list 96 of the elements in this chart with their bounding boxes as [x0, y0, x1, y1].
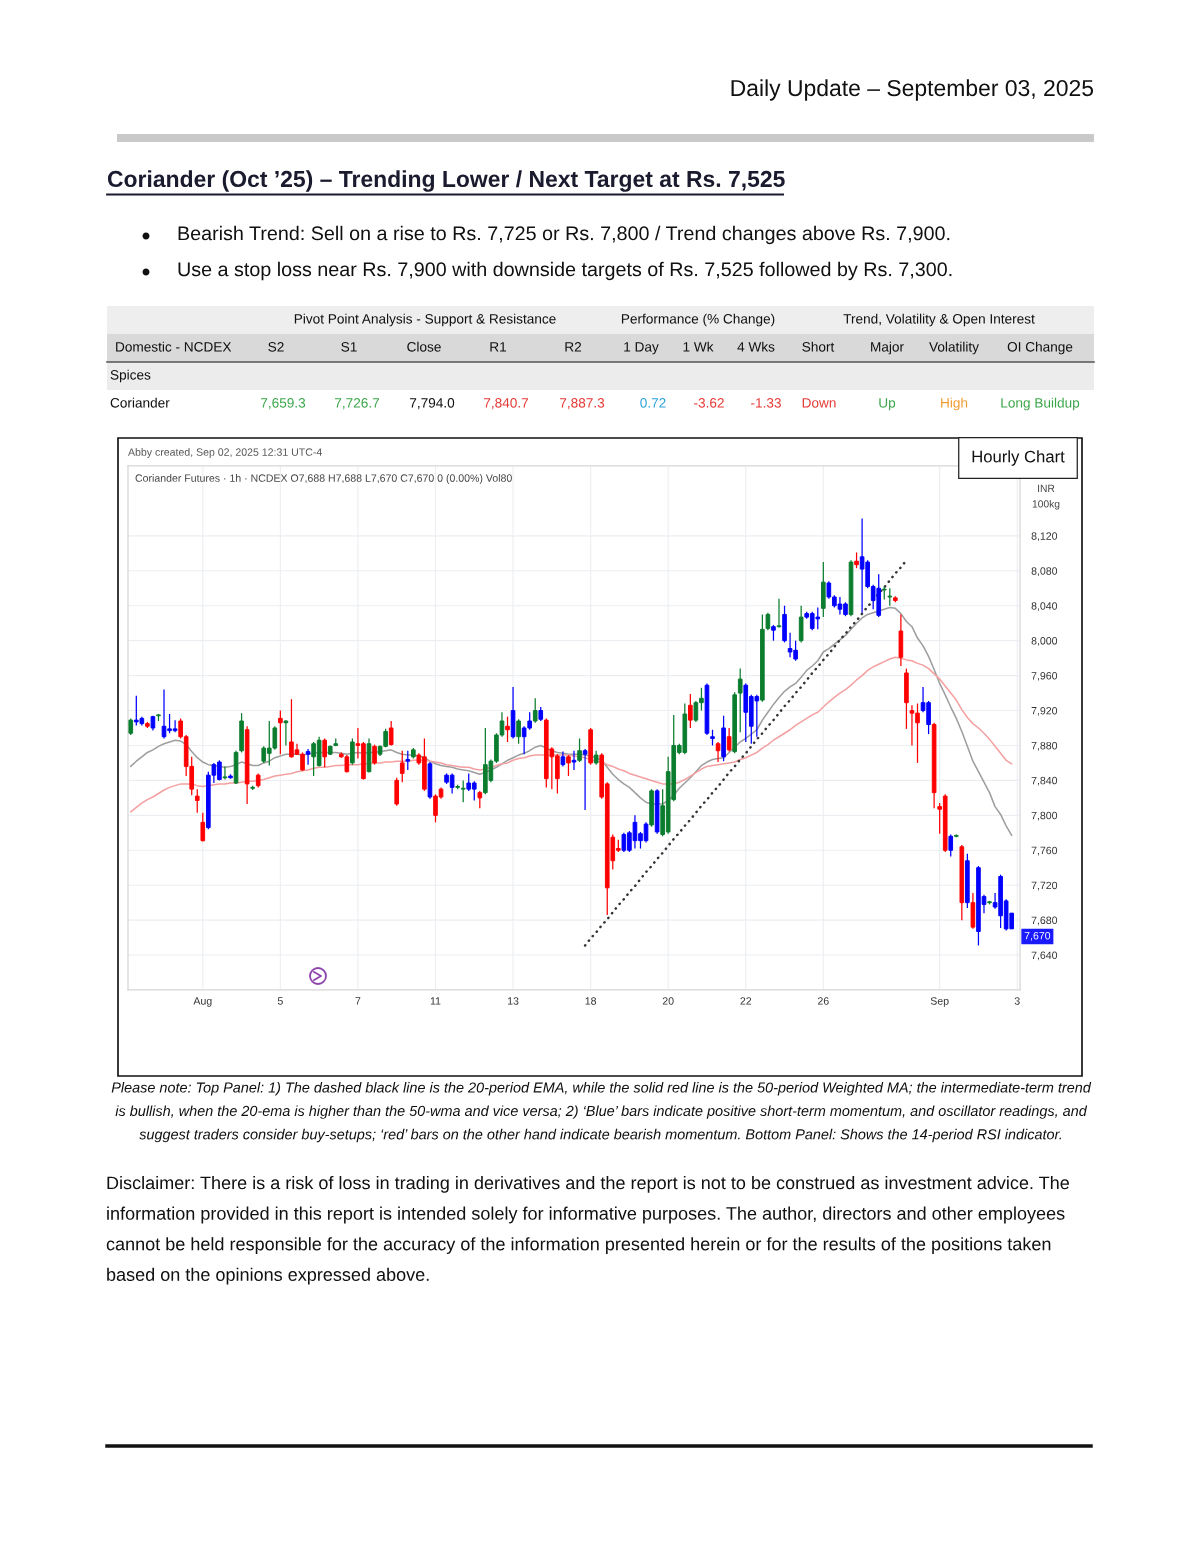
y-tick-label: 7,880 [1031, 741, 1058, 751]
text: -3.62 [694, 398, 724, 408]
text: 7,670 [1024, 931, 1051, 941]
category-label: 1 Day [624, 342, 659, 355]
candlestick [222, 765, 228, 781]
category-label: R1 [490, 342, 507, 352]
candlestick [737, 667, 743, 733]
candlestick [516, 718, 521, 745]
text: 7,659.3 [260, 398, 306, 410]
candlestick [350, 737, 355, 766]
text: Coriander Futures · 1h · NCDEX O7,688 H7,688 L7,670 C7,670 0 (0.00%) Vol80 [135, 474, 512, 484]
x-tick-label: 11 [430, 997, 441, 1005]
candlestick [566, 754, 571, 777]
text: High [941, 397, 968, 411]
text: 7,887.3 [559, 398, 605, 410]
x-tick-label: 20 [662, 997, 674, 1005]
candlestick [460, 779, 466, 803]
x-tick-label: 3 [1014, 997, 1020, 1005]
candlestick [571, 750, 577, 771]
candlestick [726, 727, 732, 753]
y-tick-label: 7,680 [1031, 916, 1058, 926]
candlestick [372, 743, 377, 766]
category-label: Close [407, 341, 441, 352]
text: Bearish Trend: Sell on a rise to Rs. 7,725 or Rs. 7,800 / Trend changes above Rs. 7,900. [178, 225, 950, 245]
candlestick [582, 748, 588, 811]
category-label: 1 Wk [683, 341, 714, 352]
text: 7,726.7 [334, 398, 380, 410]
text: Trend, Volatility & Open Interest [843, 313, 1035, 327]
text: Please note: Top Panel: 1) The dashed black line is the 20-period EMA, while the solid red line is the 50-period Weighted MA; the intermediate-term trend is bullish, when the 20-ema is higher than the 50-wma and vice versa; 2) ‘Blue’ bars indicate positive short-term momentum, and oscillator readings, and suggest traders consider buy-setups; ‘red’ bars on the other hand indicate bearish momentum. Bottom Panel: Shows the 14-period RSI indicator. [111, 1082, 1092, 1143]
y-tick-label: 7,640 [1031, 951, 1058, 961]
line-series [130, 606, 1013, 837]
text: Daily Update – September 03, 2025 [731, 79, 1094, 101]
category-label: S2 [268, 342, 284, 352]
candlestick [405, 750, 411, 771]
text: Coriander [110, 397, 170, 408]
text: 0.72 [640, 398, 666, 408]
category-label: Short [802, 341, 835, 352]
text: Long Buildup [1001, 397, 1080, 411]
chart-title: Hourly Chart [972, 450, 1065, 466]
candlestick [505, 716, 510, 743]
candlestick [776, 598, 782, 629]
y-tick-label: 7,840 [1031, 776, 1058, 786]
candlestick [305, 748, 311, 766]
candlestick [322, 737, 327, 768]
x-tick-label: 22 [740, 997, 752, 1005]
y-tick-label: 8,000 [1031, 637, 1058, 646]
candlestick [283, 719, 289, 747]
candlestick [388, 720, 394, 747]
category-label: OI Change [1007, 341, 1073, 355]
category-label: Domestic - NCDEX [116, 341, 232, 352]
text: 7,840.7 [483, 398, 529, 410]
candlestick [688, 693, 693, 729]
x-tick-label: 18 [585, 997, 597, 1005]
category-label: S1 [341, 342, 357, 352]
y-tick-label: 8,040 [1031, 602, 1058, 611]
candlestick [399, 750, 405, 783]
text: Coriander (Oct ’25) – Trending Lower / Next Target at Rs. 7,525 [107, 170, 785, 192]
category-label: 4 Wks [737, 341, 775, 352]
x-tick-label: 13 [507, 997, 519, 1005]
candlestick [948, 833, 954, 858]
text: -1.33 [751, 398, 781, 408]
y-tick-label: 7,800 [1031, 811, 1058, 821]
line-series [583, 559, 908, 947]
text: Down [802, 398, 836, 408]
text: Disclaimer: There is a risk of loss in trading in derivatives and the report is not to be construed as investment advice. The information provided in this report is intended solely for informative purposes. The author, directors and other employees cannot be held responsible for the accuracy of the information presented herein or for the results of the positions taken based on the opinions expressed above. [106, 1176, 1069, 1285]
text: Up [879, 398, 896, 411]
candlestick [577, 737, 582, 763]
y-tick-label: 7,920 [1031, 706, 1058, 716]
y-tick-label: 7,960 [1031, 672, 1058, 681]
x-tick-label: Sep [930, 997, 949, 1007]
x-tick-label: 7 [355, 997, 361, 1005]
candlestick [194, 788, 200, 814]
x-tick-label: 26 [817, 997, 829, 1005]
x-tick-label: 5 [277, 997, 283, 1005]
y-tick-label: 7,760 [1031, 846, 1058, 856]
y-tick-label: 7,720 [1031, 881, 1058, 891]
text: 7,794.0 [409, 398, 455, 410]
category-label: Volatility [929, 341, 979, 355]
candlestick [200, 812, 206, 843]
y-tick-label: 8,120 [1031, 532, 1058, 542]
candlestick [715, 741, 721, 763]
category-label: Major [871, 341, 904, 355]
y-axis-title: INR 100kg [1032, 484, 1060, 510]
text: Performance (% Change) [621, 313, 775, 327]
candlestick [278, 709, 283, 755]
text: Pivot Point Analysis - Support & Resistance [294, 313, 556, 327]
candlestick [394, 777, 400, 807]
candlestick [798, 605, 804, 644]
x-tick-label: Aug [193, 997, 212, 1007]
line-series [130, 656, 1013, 813]
text: Spices [110, 369, 151, 383]
candlestick [532, 697, 538, 724]
category-label: R2 [565, 342, 582, 352]
text: Use a stop loss near Rs. 7,900 with downside targets of Rs. 7,525 followed by Rs. 7,300. [178, 261, 952, 281]
y-tick-label: 8,080 [1031, 567, 1058, 576]
text: Abby created, Sep 02, 2025 12:31 UTC-4 [128, 448, 322, 458]
